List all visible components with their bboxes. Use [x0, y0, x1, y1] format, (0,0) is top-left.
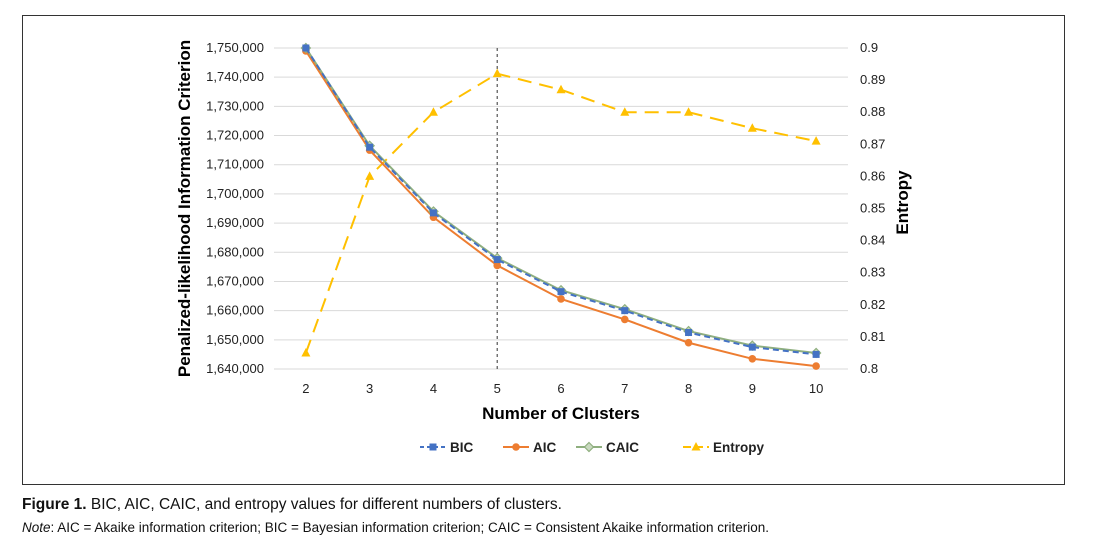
entropy-point	[428, 107, 438, 116]
aic-point	[557, 295, 565, 303]
legend-marker-bic	[429, 443, 437, 451]
bic-line	[305, 47, 817, 356]
x-tick-label: 4	[430, 381, 437, 396]
legend-label-entropy: Entropy	[713, 440, 764, 455]
legend-label-bic: BIC	[450, 440, 474, 455]
x-tick-label: 9	[749, 381, 756, 396]
legend-item-entropy: Entropy	[683, 440, 764, 455]
y2-axis-title: Entropy	[893, 170, 912, 235]
y2-tick-label: 0.88	[860, 104, 885, 119]
entropy-point	[492, 68, 502, 78]
y2-tick-label: 0.85	[860, 201, 885, 216]
entropy-point	[301, 347, 311, 357]
aic-point	[812, 362, 820, 370]
y-tick-label: 1,680,000	[206, 244, 264, 259]
left-axis-ticks: 1,640,000 1,650,000 1,660,000 1,670,000 1,68…	[206, 40, 264, 376]
y-axis-title: Penalized-likelihood Information Criteri…	[175, 40, 194, 377]
y2-tick-label: 0.81	[860, 329, 885, 344]
legend-marker-caic	[583, 441, 595, 453]
bic-point	[685, 329, 693, 337]
y2-tick-label: 0.86	[860, 168, 885, 183]
bic-point	[366, 143, 374, 151]
x-axis-title: Number of Clusters	[482, 404, 640, 423]
legend-item-aic: AIC	[503, 440, 557, 455]
x-tick-label: 10	[809, 381, 823, 396]
legend: BIC AIC CAIC Entropy	[420, 440, 764, 455]
figure-caption: Figure 1. BIC, AIC, CAIC, and entropy va…	[22, 496, 562, 514]
aic-point	[748, 354, 757, 363]
y2-tick-label: 0.8	[860, 361, 878, 376]
x-axis-ticks: 2 3 4 5 6 7 8 9 10	[302, 381, 823, 396]
entropy-series	[301, 68, 821, 357]
aic-point	[493, 261, 502, 270]
gridlines	[274, 47, 848, 370]
y-tick-label: 1,710,000	[206, 157, 264, 172]
x-tick-label: 5	[494, 381, 501, 396]
y-tick-label: 1,700,000	[206, 186, 264, 201]
bic-point	[748, 343, 756, 351]
legend-item-bic: BIC	[420, 440, 474, 455]
bic-point	[493, 256, 501, 264]
chart-canvas: 1,640,000 1,650,000 1,660,000 1,670,000 1,68…	[175, 40, 912, 455]
x-tick-label: 7	[621, 381, 628, 396]
entropy-point	[365, 171, 375, 180]
legend-item-caic: CAIC	[576, 440, 639, 455]
bic-point	[302, 44, 310, 52]
x-tick-label: 2	[302, 381, 309, 396]
x-tick-label: 6	[557, 381, 564, 396]
y-tick-label: 1,660,000	[206, 303, 264, 318]
legend-marker-aic	[512, 443, 520, 451]
entropy-point	[684, 107, 694, 116]
bic-point	[429, 209, 437, 217]
figure-frame	[22, 15, 1065, 485]
aic-point	[684, 338, 693, 347]
aic-point	[620, 315, 629, 324]
aic-series	[302, 47, 820, 370]
entropy-point	[620, 107, 630, 116]
y2-tick-label: 0.83	[860, 265, 885, 280]
entropy-point	[556, 84, 566, 94]
y-tick-label: 1,650,000	[206, 332, 264, 347]
bic-series	[302, 44, 820, 358]
entropy-point	[811, 136, 821, 145]
y-tick-label: 1,720,000	[206, 128, 264, 143]
y2-tick-label: 0.82	[860, 297, 885, 312]
figure-note: Note: AIC = Akaike information criterion…	[22, 520, 769, 535]
entropy-point	[747, 123, 757, 132]
y-tick-label: 1,750,000	[206, 40, 264, 55]
note-label: Note	[22, 520, 51, 535]
legend-label-aic: AIC	[533, 440, 557, 455]
y-tick-label: 1,740,000	[206, 69, 264, 84]
y2-tick-label: 0.87	[860, 136, 885, 151]
caption-text: BIC, AIC, CAIC, and entropy values for d…	[86, 496, 562, 513]
caic-line	[305, 47, 817, 354]
legend-marker-entropy	[691, 442, 701, 451]
y2-tick-label: 0.84	[860, 233, 885, 248]
note-text: : AIC = Akaike information criterion; BI…	[50, 520, 769, 535]
y-tick-label: 1,690,000	[206, 215, 264, 230]
bic-point	[621, 307, 629, 315]
legend-label-caic: CAIC	[606, 440, 639, 455]
y-tick-label: 1,730,000	[206, 98, 264, 113]
caption-label: Figure 1.	[22, 496, 87, 513]
x-tick-label: 3	[366, 381, 373, 396]
bic-point	[812, 350, 820, 358]
y-tick-label: 1,670,000	[206, 273, 264, 288]
bic-point	[557, 288, 565, 296]
series-layer	[300, 42, 822, 370]
y2-tick-label: 0.89	[860, 72, 885, 87]
y-tick-label: 1,640,000	[206, 361, 264, 376]
aic-line	[305, 50, 817, 368]
x-tick-label: 8	[685, 381, 692, 396]
right-axis-ticks: 0.8 0.81 0.82 0.83 0.84 0.85 0.86 0.87 0.88 0.89 0…	[860, 40, 885, 376]
y2-tick-label: 0.9	[860, 40, 878, 55]
